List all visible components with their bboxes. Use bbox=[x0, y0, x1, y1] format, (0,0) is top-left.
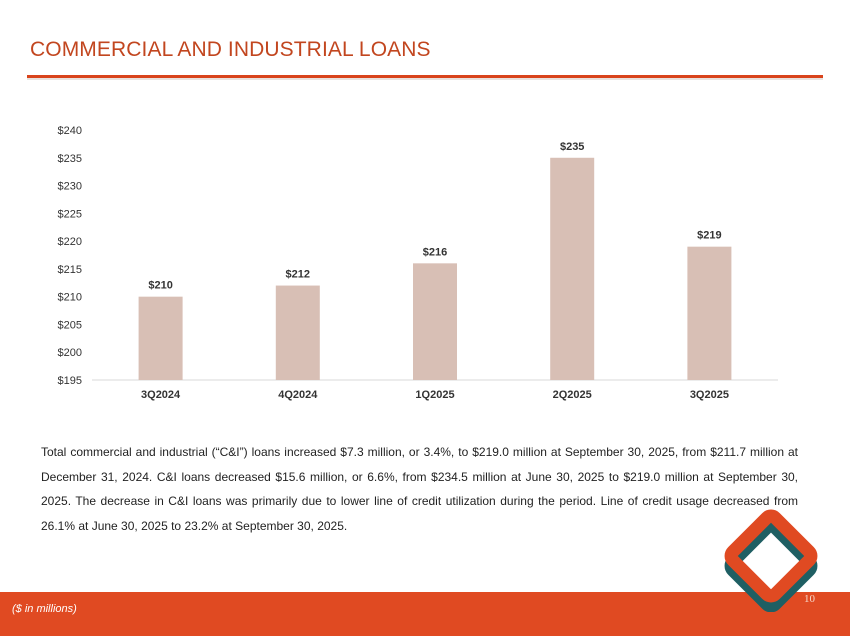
y-tick-label: $225 bbox=[58, 208, 82, 220]
page-title: COMMERCIAL AND INDUSTRIAL LOANS bbox=[30, 38, 431, 61]
bar bbox=[687, 246, 732, 380]
data-label: $235 bbox=[560, 141, 584, 153]
x-tick-label: 2Q2025 bbox=[553, 389, 592, 401]
bar bbox=[550, 157, 595, 380]
y-tick-label: $215 bbox=[58, 264, 82, 276]
y-tick-label: $205 bbox=[58, 319, 82, 331]
y-tick-label: $200 bbox=[58, 347, 82, 359]
title-divider bbox=[27, 75, 823, 78]
bar bbox=[138, 296, 183, 380]
data-label: $216 bbox=[423, 246, 447, 258]
x-tick-label: 1Q2025 bbox=[415, 389, 454, 401]
footer-bar bbox=[0, 592, 850, 636]
y-tick-label: $230 bbox=[58, 181, 82, 193]
data-label: $219 bbox=[697, 230, 721, 242]
company-logo-icon bbox=[724, 509, 818, 612]
title-divider-shadow bbox=[27, 78, 823, 80]
bar bbox=[413, 263, 457, 380]
y-tick-label: $235 bbox=[58, 153, 82, 165]
data-label: $210 bbox=[148, 280, 172, 292]
page-number: 10 bbox=[804, 593, 815, 605]
x-tick-label: 3Q2024 bbox=[141, 389, 181, 401]
y-tick-label: $220 bbox=[58, 236, 82, 248]
footer-note: ($ in millions) bbox=[12, 603, 77, 615]
y-tick-label: $210 bbox=[58, 292, 82, 304]
bar-chart: $195 $200 $205 $210 $215 $220 $225 $230 $235 $240… bbox=[58, 125, 778, 401]
bar bbox=[275, 285, 320, 380]
y-tick-label: $195 bbox=[58, 375, 82, 387]
y-tick-label: $240 bbox=[58, 125, 82, 137]
x-tick-label: 3Q2025 bbox=[690, 389, 729, 401]
body-paragraph: Total commercial and industrial (“C&I”) … bbox=[41, 445, 798, 533]
data-label: $212 bbox=[286, 269, 310, 281]
x-tick-label: 4Q2024 bbox=[278, 389, 318, 401]
